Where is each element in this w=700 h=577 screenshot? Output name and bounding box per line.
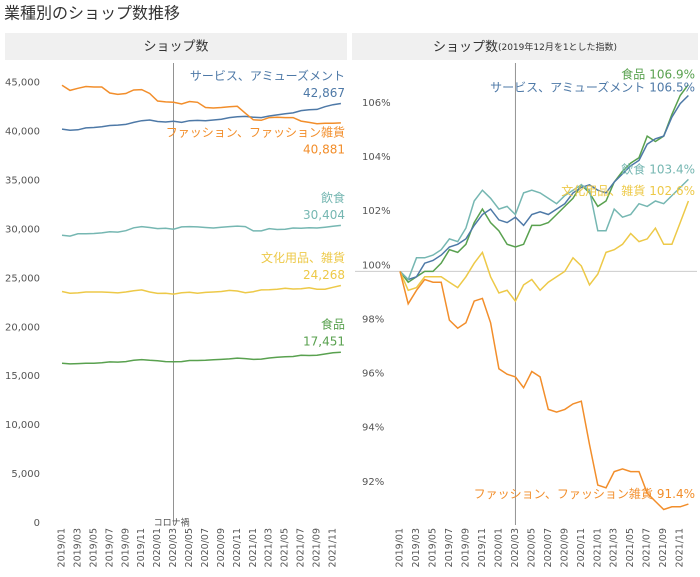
- panel-header: [5, 33, 347, 60]
- y-tick-label: 92%: [362, 477, 384, 488]
- y-tick-label: 104%: [362, 152, 391, 163]
- x-tick-label: 2019/01: [57, 528, 68, 567]
- series-label: 飲食 103.4%: [621, 161, 695, 176]
- series-label: 食品 106.9%: [621, 66, 695, 81]
- series-line: [399, 178, 689, 281]
- x-tick-label: 2019/09: [120, 528, 131, 567]
- x-tick-label: 2020/03: [510, 528, 521, 567]
- x-tick-label: 2019/03: [72, 528, 83, 567]
- series-label: 食品: [321, 317, 345, 332]
- value-label: 40,881: [303, 142, 345, 156]
- chart-subtitle: (2019年12月を1とした指数): [498, 41, 617, 53]
- page-title: 業種別のショップ数推移: [4, 4, 180, 23]
- panel-header: [352, 33, 698, 60]
- value-label: 91.4%: [657, 487, 695, 501]
- series-label: ファッション、ファッション雑貨: [166, 124, 345, 139]
- series-name: ファッション、ファッション雑貨: [474, 486, 653, 501]
- value-label: 42,867: [303, 86, 345, 100]
- x-tick-label: 2020/09: [559, 528, 570, 567]
- series-label: サービス、アミューズメント: [190, 68, 345, 83]
- x-tick-label: 2021/03: [264, 528, 275, 567]
- x-tick-label: 2021/09: [312, 528, 323, 567]
- value-label: 106.5%: [649, 80, 695, 94]
- x-tick-label: 2021/07: [296, 528, 307, 567]
- value-label: 24,268: [303, 268, 345, 282]
- x-tick-label: 2021/09: [658, 528, 669, 567]
- y-tick-label: 94%: [362, 423, 384, 434]
- x-tick-label: 2019/07: [444, 528, 455, 567]
- x-tick-label: 2020/03: [168, 528, 179, 567]
- y-tick-label: 98%: [362, 314, 384, 325]
- x-tick-label: 2021/03: [609, 528, 620, 567]
- y-tick-label: 5,000: [11, 469, 40, 480]
- x-tick-label: 2019/01: [395, 528, 406, 567]
- y-tick-label: 106%: [362, 98, 391, 109]
- series-name: 食品: [621, 66, 645, 81]
- x-tick-label: 2019/05: [427, 528, 438, 567]
- x-tick-label: 2020/01: [493, 528, 504, 567]
- series-label: 文化用品、雑貨 102.6%: [561, 183, 695, 198]
- y-tick-label: 0: [34, 518, 40, 529]
- value-label: 102.6%: [649, 184, 695, 198]
- value-label: 30,404: [303, 208, 345, 222]
- x-tick-label: 2020/07: [543, 528, 554, 567]
- x-tick-label: 2019/05: [88, 528, 99, 567]
- chart-title: ショップ数: [433, 40, 498, 55]
- x-tick-label: 2020/09: [216, 528, 227, 567]
- value-label: 17,451: [303, 335, 345, 349]
- x-tick-label: 2021/11: [675, 528, 686, 567]
- series-label: ファッション、ファッション雑貨 91.4%: [474, 486, 695, 501]
- series-name: サービス、アミューズメント: [490, 79, 645, 94]
- series-line: [61, 102, 342, 131]
- x-tick-label: 2021/01: [592, 528, 603, 567]
- x-tick-label: 2020/11: [232, 528, 243, 567]
- series-label: 飲食: [321, 190, 345, 205]
- y-tick-label: 10,000: [5, 420, 40, 431]
- x-tick-label: 2021/05: [280, 528, 291, 567]
- y-tick-label: 40,000: [5, 127, 40, 138]
- chart-title: ショップ数(2019年12月を1とした指数): [433, 40, 617, 55]
- y-tick-label: 20,000: [5, 322, 40, 333]
- x-tick-label: 2020/11: [576, 528, 587, 567]
- x-tick-label: 2020/07: [200, 528, 211, 567]
- series-label: サービス、アミューズメント 106.5%: [490, 79, 695, 94]
- series-line: [61, 84, 341, 125]
- series-line: [61, 284, 342, 295]
- y-tick-label: 25,000: [5, 273, 40, 284]
- series-line: [399, 200, 690, 303]
- x-tick-label: 2021/05: [625, 528, 636, 567]
- y-tick-label: 35,000: [5, 175, 40, 186]
- y-tick-label: 45,000: [5, 78, 40, 89]
- x-tick-label: 2019/07: [104, 528, 115, 567]
- series-name: 文化用品、雑貨: [561, 183, 645, 198]
- series-line: [61, 224, 341, 237]
- x-tick-label: 2019/11: [477, 528, 488, 567]
- y-tick-label: 15,000: [5, 371, 40, 382]
- series-name: 飲食: [621, 161, 645, 176]
- x-tick-label: 2019/11: [136, 528, 147, 567]
- chart-title: ショップ数: [143, 40, 208, 55]
- value-label: 103.4%: [649, 162, 695, 176]
- series-label: 文化用品、雑貨: [261, 250, 345, 265]
- x-tick-label: 2021/07: [642, 528, 653, 567]
- x-tick-label: 2021/11: [327, 528, 338, 567]
- series-line: [399, 271, 689, 511]
- y-tick-label: 102%: [362, 206, 391, 217]
- series-line: [399, 94, 689, 281]
- event-label: コロナ禍: [154, 517, 190, 529]
- x-tick-label: 2021/01: [248, 528, 259, 567]
- y-tick-label: 96%: [362, 369, 384, 380]
- y-tick-label: 30,000: [5, 224, 40, 235]
- x-tick-label: 2020/01: [152, 528, 163, 567]
- x-tick-label: 2020/05: [184, 528, 195, 567]
- x-tick-label: 2020/05: [526, 528, 537, 567]
- value-label: 106.9%: [649, 67, 695, 81]
- series-line: [61, 351, 341, 365]
- x-tick-label: 2019/03: [411, 528, 422, 567]
- series-line: [399, 84, 689, 284]
- x-tick-label: 2019/09: [460, 528, 471, 567]
- y-tick-label: 100%: [362, 260, 391, 271]
